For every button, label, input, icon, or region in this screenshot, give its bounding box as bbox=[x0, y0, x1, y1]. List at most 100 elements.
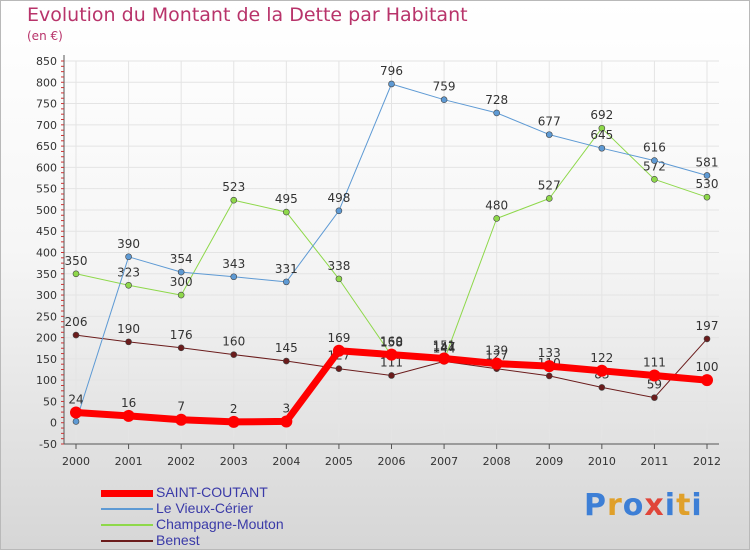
y-tick-label: 300 bbox=[36, 289, 57, 302]
data-point bbox=[335, 275, 343, 283]
data-label: 160 bbox=[380, 335, 403, 349]
y-tick-label: 200 bbox=[36, 332, 57, 345]
x-tick-label: 2002 bbox=[167, 455, 195, 468]
y-tick-label: 550 bbox=[36, 183, 57, 196]
data-label: 300 bbox=[170, 275, 193, 289]
data-label: 616 bbox=[643, 141, 666, 155]
data-label: 111 bbox=[380, 355, 403, 369]
data-label: 527 bbox=[538, 178, 561, 192]
chart-title: Evolution du Montant de la Dette par Hab… bbox=[27, 4, 468, 26]
y-tick-label: 750 bbox=[36, 98, 57, 111]
data-label: 498 bbox=[327, 191, 350, 205]
legend-swatch bbox=[101, 508, 153, 510]
data-label: 16 bbox=[121, 396, 136, 410]
data-point bbox=[283, 208, 290, 216]
data-label: 495 bbox=[275, 192, 298, 206]
data-label: 122 bbox=[590, 351, 613, 365]
data-label: 323 bbox=[117, 265, 140, 279]
data-label: 24 bbox=[68, 393, 83, 407]
y-tick-label: 400 bbox=[36, 247, 57, 260]
data-point bbox=[332, 344, 345, 357]
logo-letter: x bbox=[644, 488, 665, 523]
data-label: 160 bbox=[222, 335, 245, 349]
data-label: 158 bbox=[380, 335, 403, 349]
legend-label: SAINT-COUTANT bbox=[156, 484, 268, 500]
data-point bbox=[703, 335, 711, 343]
data-point bbox=[72, 418, 80, 425]
data-point bbox=[283, 278, 290, 286]
logo-letter: r bbox=[607, 488, 623, 523]
data-point bbox=[598, 384, 606, 391]
legend-item: Le Vieux-Cérier bbox=[101, 500, 361, 517]
data-label: 677 bbox=[538, 115, 561, 129]
data-label: 523 bbox=[222, 180, 245, 194]
legend-label: Benest bbox=[156, 532, 200, 548]
data-point bbox=[230, 196, 238, 204]
data-point bbox=[335, 365, 343, 372]
legend-label: Champagne-Mouton bbox=[156, 516, 284, 532]
data-point bbox=[701, 374, 713, 387]
legend-item: SAINT-COUTANT bbox=[101, 484, 361, 501]
data-label: 728 bbox=[485, 93, 508, 107]
data-label: 3 bbox=[283, 401, 291, 415]
data-label: 338 bbox=[327, 259, 350, 273]
data-point bbox=[177, 344, 185, 352]
y-tick-label: 500 bbox=[36, 204, 57, 217]
y-tick-label: 700 bbox=[36, 119, 57, 132]
data-label: 147 bbox=[433, 340, 456, 354]
data-point bbox=[438, 352, 451, 365]
data-point bbox=[598, 124, 606, 132]
data-point bbox=[177, 268, 185, 276]
y-tick-label: 0 bbox=[50, 417, 57, 430]
data-point bbox=[648, 369, 661, 382]
data-label: 145 bbox=[275, 341, 298, 355]
data-label: 390 bbox=[117, 237, 140, 251]
data-point bbox=[703, 172, 711, 179]
logo-letter: i bbox=[664, 488, 677, 523]
data-point bbox=[230, 273, 238, 281]
data-label: 100 bbox=[696, 360, 719, 374]
data-label: 354 bbox=[170, 252, 193, 266]
data-point bbox=[280, 415, 293, 428]
data-point bbox=[177, 291, 185, 299]
data-point bbox=[72, 331, 80, 339]
data-point bbox=[651, 157, 658, 164]
data-point bbox=[125, 338, 132, 346]
x-tick-label: 2011 bbox=[640, 455, 668, 468]
data-point bbox=[122, 409, 135, 422]
chart-subtitle: (en €) bbox=[27, 29, 63, 43]
y-tick-label: 600 bbox=[36, 161, 57, 174]
data-point bbox=[283, 357, 290, 365]
data-point bbox=[72, 270, 80, 278]
data-point bbox=[543, 360, 556, 373]
data-point bbox=[490, 357, 503, 370]
logo-letter: P bbox=[584, 488, 607, 523]
data-point bbox=[651, 176, 658, 183]
data-label: 350 bbox=[65, 254, 88, 268]
x-tick-label: 2000 bbox=[62, 455, 90, 468]
legend-item: Benest bbox=[101, 532, 361, 549]
data-label: 111 bbox=[643, 355, 666, 369]
data-label: 2 bbox=[230, 402, 238, 416]
y-tick-label: 650 bbox=[36, 140, 57, 153]
x-tick-label: 2005 bbox=[325, 455, 353, 468]
y-tick-label: 850 bbox=[36, 55, 57, 68]
y-tick-label: 800 bbox=[36, 76, 57, 89]
data-label: 190 bbox=[117, 322, 140, 336]
data-point bbox=[651, 394, 658, 401]
logo-letter: i bbox=[691, 488, 703, 523]
logo-letter: o bbox=[622, 488, 645, 523]
data-label: 645 bbox=[590, 128, 613, 142]
y-tick-label: 250 bbox=[36, 310, 57, 323]
data-point bbox=[227, 415, 240, 428]
data-label: 133 bbox=[538, 346, 561, 360]
data-point bbox=[335, 207, 343, 215]
legend: SAINT-COUTANT Le Vieux-Cérier Champagne-… bbox=[101, 484, 361, 549]
data-label: 692 bbox=[590, 108, 613, 122]
x-tick-label: 2006 bbox=[378, 455, 406, 468]
x-tick-label: 2010 bbox=[588, 455, 616, 468]
y-tick-label: 100 bbox=[36, 374, 57, 387]
data-point bbox=[388, 372, 395, 379]
legend-swatch bbox=[101, 489, 153, 497]
